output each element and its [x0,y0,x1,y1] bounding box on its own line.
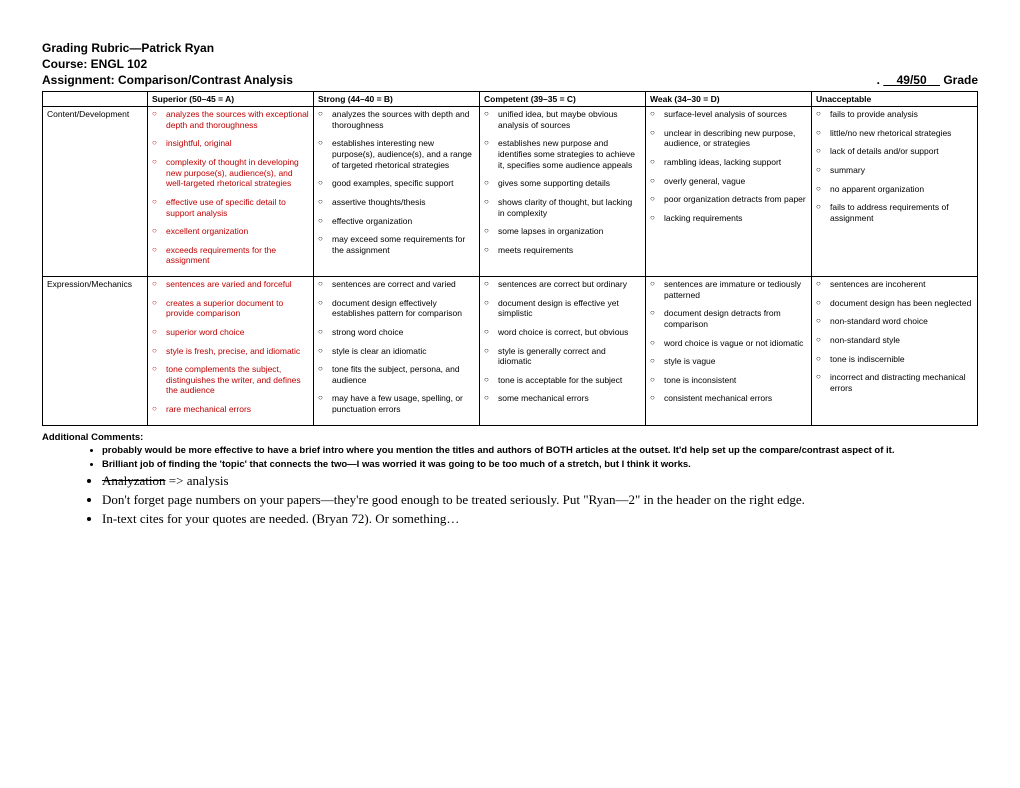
bullet-item: establishes interesting new purpose(s), … [318,138,475,170]
bullet-item: incorrect and distracting mechanical err… [816,372,973,393]
bullet-item: exceeds requirements for the assignment [152,245,309,266]
bullet-item: tone is indiscernible [816,354,973,365]
bullet-item: superior word choice [152,327,309,338]
title: Grading Rubric—Patrick Ryan [42,40,978,56]
comment-2: Brilliant job of finding the 'topic' tha… [102,459,978,471]
rubric-table: Superior (50–45 = A) Strong (44–40 = B) … [42,91,978,426]
row1-strong: analyzes the sources with depth and thor… [314,107,480,277]
bullet-item: style is generally correct and idiomatic [484,346,641,367]
bullet-item: strong word choice [318,327,475,338]
bullet-item: lacking requirements [650,213,807,224]
row1-superior: analyzes the sources with exceptional de… [148,107,314,277]
row2-unacceptable: sentences are incoherent document design … [812,277,978,426]
row1-label: Content/Development [43,107,148,277]
row1-unacceptable: fails to provide analysis little/no new r… [812,107,978,277]
col-weak: Weak (34–30 = D) [646,91,812,107]
bullet-item: fails to provide analysis [816,109,973,120]
bullet-item: sentences are immature or tediously patt… [650,279,807,300]
doc-header: Grading Rubric—Patrick Ryan Course: ENGL… [42,40,978,89]
row2-competent: sentences are correct but ordinary docume… [480,277,646,426]
bullet-item: analyzes the sources with exceptional de… [152,109,309,130]
bullet-item: word choice is vague or not idiomatic [650,338,807,349]
comment-1: probably would be more effective to have… [102,445,978,457]
bullet-item: sentences are varied and forceful [152,279,309,290]
row-expression: Expression/Mechanics sentences are varie… [43,277,978,426]
bullet-item: sentences are correct and varied [318,279,475,290]
comments-header: Additional Comments: [42,432,978,443]
bullet-item: lack of details and/or support [816,146,973,157]
row2-strong: sentences are correct and varied document… [314,277,480,426]
bullet-item: non-standard style [816,335,973,346]
bullet-item: tone is inconsistent [650,375,807,386]
row-content: Content/Development analyzes the sources… [43,107,978,277]
grade-prefix: . [877,73,880,87]
strike-word: Analyzation [102,473,166,488]
bullet-item: poor organization detracts from paper [650,194,807,205]
header-row: Superior (50–45 = A) Strong (44–40 = B) … [43,91,978,107]
grade-suffix: Grade [943,73,978,87]
row1-competent: unified idea, but maybe obvious analysis… [480,107,646,277]
bullet-item: rare mechanical errors [152,404,309,415]
bullet-item: effective use of specific detail to supp… [152,197,309,218]
course: Course: ENGL 102 [42,56,978,72]
bullet-item: complexity of thought in developing new … [152,157,309,189]
bullet-item: no apparent organization [816,184,973,195]
row2-superior: sentences are varied and forceful creates… [148,277,314,426]
bullet-item: assertive thoughts/thesis [318,197,475,208]
bullet-item: style is vague [650,356,807,367]
bullet-item: word choice is correct, but obvious [484,327,641,338]
bullet-item: tone is acceptable for the subject [484,375,641,386]
bullet-item: sentences are correct but ordinary [484,279,641,290]
grade: . 49/50 Grade [877,73,978,87]
bullet-item: may have a few usage, spelling, or punct… [318,393,475,414]
bullet-item: insightful, original [152,138,309,149]
comments-list: probably would be more effective to have… [42,445,978,528]
bullet-item: analyzes the sources with depth and thor… [318,109,475,130]
bullet-item: document design has been neglected [816,298,973,309]
bullet-item: creates a superior document to provide c… [152,298,309,319]
bullet-item: meets requirements [484,245,641,256]
row2-label: Expression/Mechanics [43,277,148,426]
bullet-item: unclear in describing new purpose, audie… [650,128,807,149]
bullet-item: sentences are incoherent [816,279,973,290]
assignment: Assignment: Comparison/Contrast Analysis [42,72,293,88]
bullet-item: some lapses in organization [484,226,641,237]
bullet-item: gives some supporting details [484,178,641,189]
bullet-item: tone fits the subject, persona, and audi… [318,364,475,385]
bullet-item: document design effectively establishes … [318,298,475,319]
comment-4: Don't forget page numbers on your papers… [102,492,978,509]
bullet-item: style is fresh, precise, and idiomatic [152,346,309,357]
col-blank [43,91,148,107]
bullet-item: good examples, specific support [318,178,475,189]
bullet-item: effective organization [318,216,475,227]
bullet-item: surface-level analysis of sources [650,109,807,120]
comment-3: Analyzation => analysis [102,473,978,490]
bullet-item: excellent organization [152,226,309,237]
row2-weak: sentences are immature or tediously patt… [646,277,812,426]
bullet-item: establishes new purpose and identifies s… [484,138,641,170]
bullet-item: document design is effective yet simplis… [484,298,641,319]
bullet-item: unified idea, but maybe obvious analysis… [484,109,641,130]
bullet-item: consistent mechanical errors [650,393,807,404]
bullet-item: shows clarity of thought, but lacking in… [484,197,641,218]
bullet-item: little/no new rhetorical strategies [816,128,973,139]
col-unacceptable: Unacceptable [812,91,978,107]
bullet-item: some mechanical errors [484,393,641,404]
bullet-item: document design detracts from comparison [650,308,807,329]
row1-weak: surface-level analysis of sources unclear… [646,107,812,277]
grade-score: 49/50 [897,73,927,87]
strike-rest: => analysis [166,473,229,488]
col-competent: Competent (39–35 = C) [480,91,646,107]
bullet-item: fails to address requirements of assignm… [816,202,973,223]
comment-5: In-text cites for your quotes are needed… [102,511,978,528]
bullet-item: non-standard word choice [816,316,973,327]
col-strong: Strong (44–40 = B) [314,91,480,107]
bullet-item: summary [816,165,973,176]
bullet-item: tone complements the subject, distinguis… [152,364,309,396]
col-superior: Superior (50–45 = A) [148,91,314,107]
bullet-item: style is clear an idiomatic [318,346,475,357]
bullet-item: may exceed some requirements for the ass… [318,234,475,255]
bullet-item: rambling ideas, lacking support [650,157,807,168]
bullet-item: overly general, vague [650,176,807,187]
